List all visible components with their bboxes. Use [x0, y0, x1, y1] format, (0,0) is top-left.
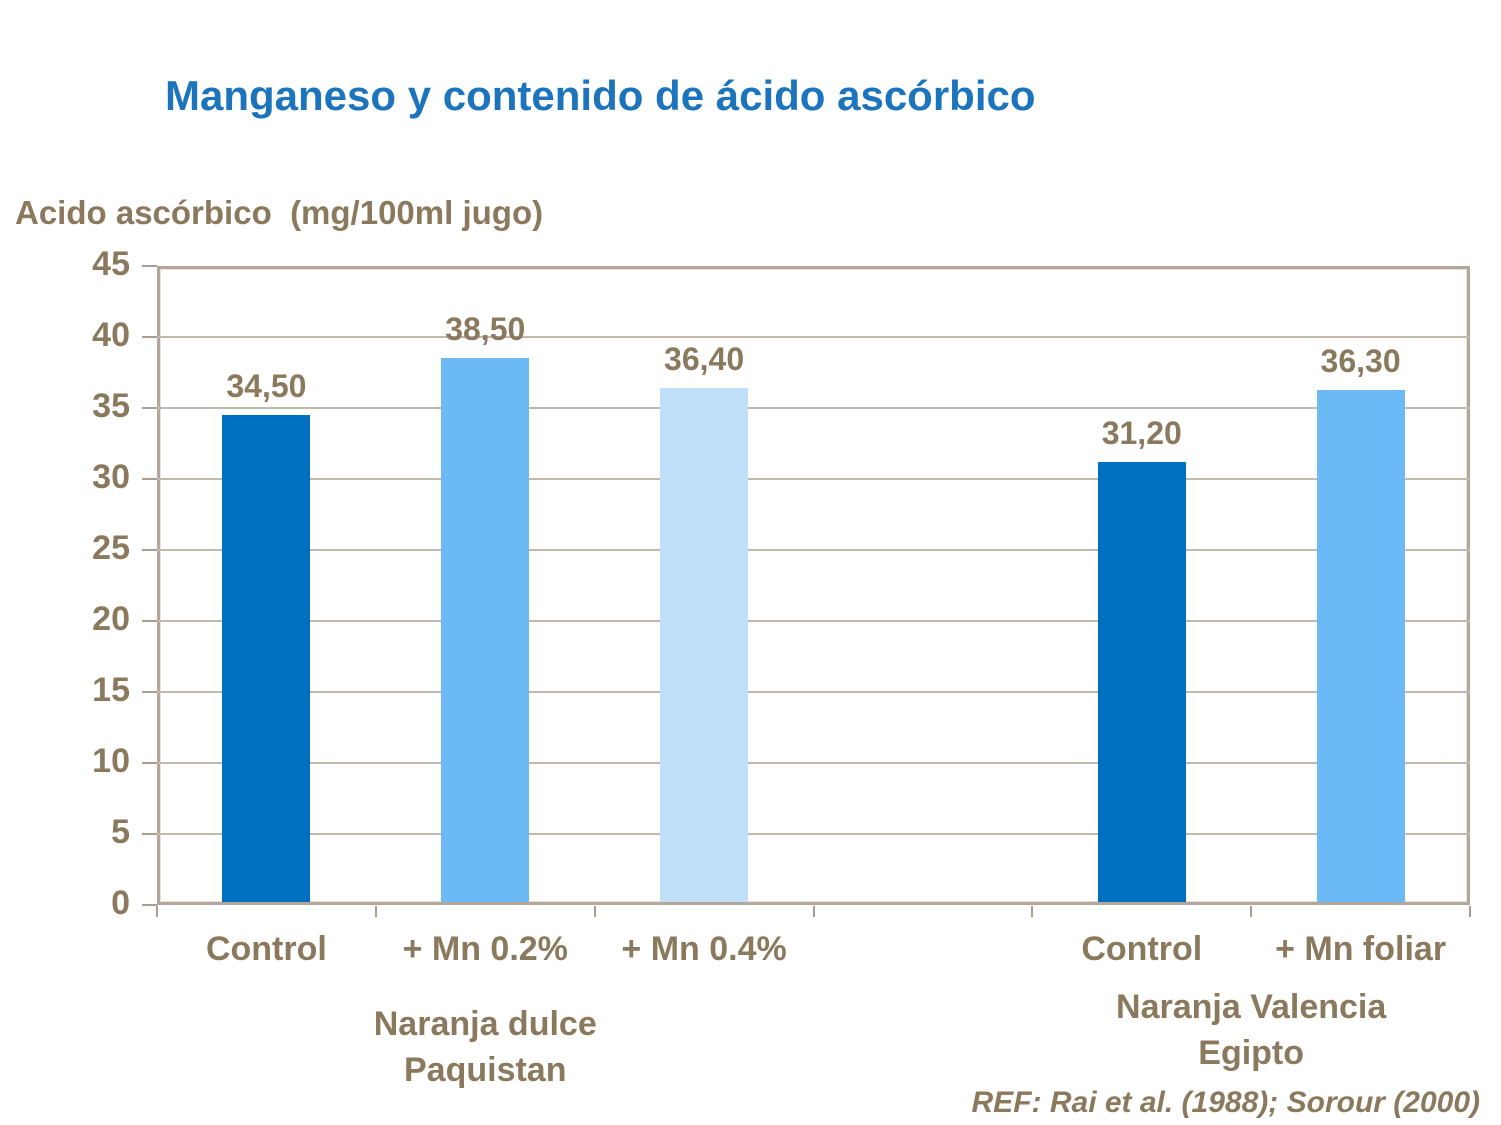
y-axis-tick [142, 833, 157, 835]
bar [222, 415, 311, 902]
y-tick-label: 40 [92, 316, 130, 354]
gridline [157, 762, 1470, 764]
x-axis-tick [1031, 906, 1034, 917]
x-axis-tick [1250, 906, 1253, 917]
bar-value-label: 38,50 [445, 311, 526, 348]
bar-value-label: 36,30 [1320, 342, 1401, 379]
x-axis-tick [156, 906, 158, 917]
y-axis-tick [142, 478, 157, 480]
y-tick-label: 35 [92, 387, 130, 425]
y-axis-tick [142, 904, 157, 906]
gridline [157, 407, 1470, 409]
group-label-line: Naranja Valencia [1116, 988, 1387, 1026]
gridline [157, 833, 1470, 835]
y-tick-label: 5 [111, 813, 130, 851]
y-tick-label: 45 [92, 245, 130, 283]
y-tick-label: 15 [92, 671, 130, 709]
category-label: + Mn 0.2% [402, 930, 568, 968]
y-axis-tick [142, 691, 157, 693]
y-axis-tick [142, 407, 157, 409]
category-label: Control [1081, 930, 1203, 968]
y-axis-tick [142, 265, 157, 267]
gridline [157, 691, 1470, 693]
y-axis-tick [142, 549, 157, 551]
y-tick-label: 30 [92, 458, 130, 496]
group-label-line: Naranja dulce [373, 1005, 597, 1043]
y-tick-label: 25 [92, 529, 130, 567]
bar-value-label: 34,50 [226, 368, 307, 405]
gridline [157, 478, 1470, 480]
group-label: Naranja dulce Paquistan [235, 1001, 735, 1093]
x-axis-tick [593, 906, 596, 917]
x-axis-tick [1469, 906, 1471, 917]
y-axis-tick [142, 762, 157, 764]
bar-value-label: 31,20 [1101, 414, 1182, 451]
y-tick-label: 20 [92, 600, 130, 638]
y-axis-tick [142, 336, 157, 338]
x-axis-tick [812, 906, 815, 917]
x-axis-tick [374, 906, 377, 917]
bar [441, 358, 530, 902]
bar [1097, 461, 1186, 902]
gridline [157, 549, 1470, 551]
group-label-line: Egipto [1198, 1034, 1305, 1072]
category-label: + Mn 0.4% [621, 930, 787, 968]
reference-note: REF: Rai et al. (1988); Sorour (2000) [971, 1086, 1480, 1119]
category-label: Control [205, 930, 327, 968]
y-tick-label: 0 [111, 884, 130, 922]
bar-value-label: 36,40 [664, 341, 745, 378]
bar [660, 388, 749, 902]
category-label: + Mn foliar [1275, 930, 1447, 968]
y-axis-title: Acido ascórbico (mg/100ml jugo) [15, 194, 544, 231]
gridline [157, 336, 1470, 338]
y-tick-label: 10 [92, 742, 130, 780]
bar [1316, 389, 1405, 902]
group-label: Naranja Valencia Egipto [1001, 984, 1501, 1076]
chart-title: Manganeso y contenido de ácido ascórbico [165, 72, 1036, 119]
y-axis-tick [142, 620, 157, 622]
plot-area [157, 266, 1470, 905]
group-label-line: Paquistan [404, 1051, 567, 1089]
gridline [157, 620, 1470, 622]
